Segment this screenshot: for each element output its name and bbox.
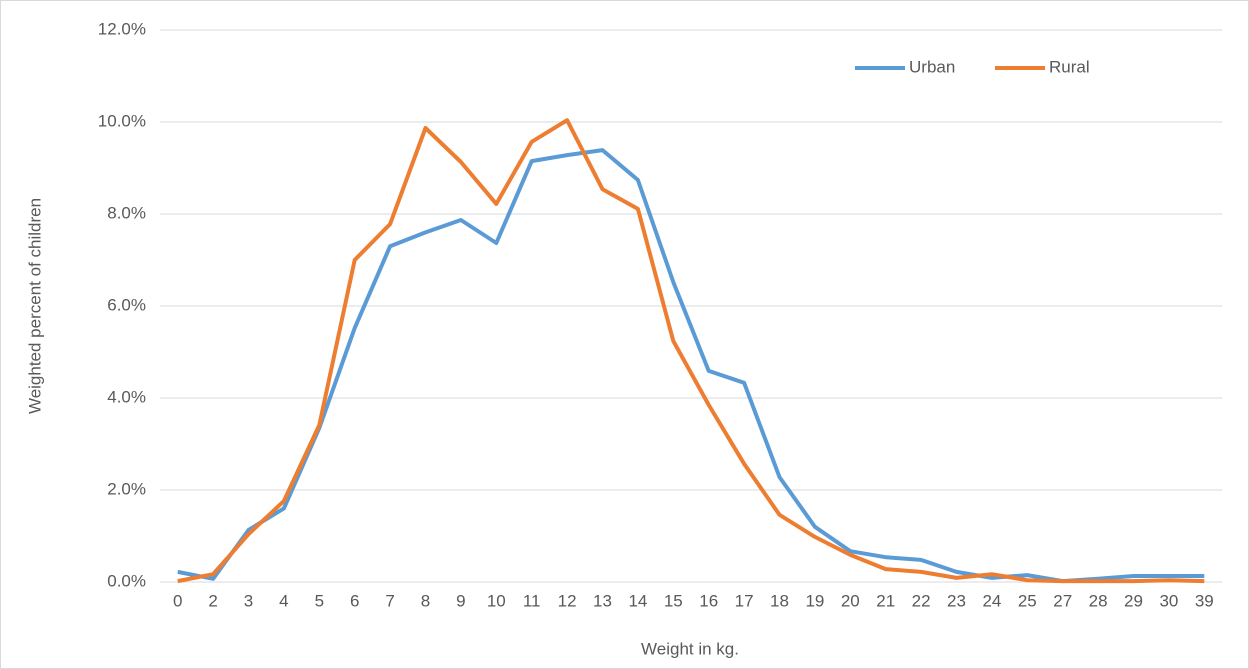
legend-label: Rural bbox=[1049, 57, 1090, 76]
x-tick-label: 22 bbox=[912, 591, 931, 610]
x-tick-label: 18 bbox=[770, 591, 789, 610]
x-tick-label: 16 bbox=[699, 591, 718, 610]
x-tick-label: 15 bbox=[664, 591, 683, 610]
x-tick-label: 12 bbox=[558, 591, 577, 610]
x-axis-label: Weight in kg. bbox=[641, 639, 739, 658]
series-line bbox=[177, 148, 1205, 584]
x-tick-label: 10 bbox=[487, 591, 506, 610]
y-tick-label: 10.0% bbox=[98, 111, 146, 130]
y-tick-label: 12.0% bbox=[98, 19, 146, 38]
y-tick-label: 4.0% bbox=[107, 387, 146, 406]
x-tick-label: 8 bbox=[421, 591, 430, 610]
y-tick-label: 6.0% bbox=[107, 295, 146, 314]
x-tick-label: 27 bbox=[1053, 591, 1072, 610]
x-tick-label: 0 bbox=[173, 591, 182, 610]
x-tick-label: 23 bbox=[947, 591, 966, 610]
x-tick-label: 2 bbox=[208, 591, 217, 610]
x-tick-label: 29 bbox=[1124, 591, 1143, 610]
series-line bbox=[177, 118, 1205, 584]
x-tick-label: 20 bbox=[841, 591, 860, 610]
x-tick-label: 4 bbox=[279, 591, 288, 610]
legend-label: Urban bbox=[909, 57, 955, 76]
y-axis-label: Weighted percent of children bbox=[25, 198, 44, 414]
x-tick-label: 30 bbox=[1159, 591, 1178, 610]
x-tick-label: 13 bbox=[593, 591, 612, 610]
x-tick-label: 24 bbox=[982, 591, 1001, 610]
x-tick-label: 11 bbox=[523, 591, 541, 610]
x-tick-label: 14 bbox=[628, 591, 647, 610]
x-tick-label: 39 bbox=[1195, 591, 1214, 610]
x-tick-label: 19 bbox=[805, 591, 824, 610]
x-tick-label: 21 bbox=[876, 591, 895, 610]
y-tick-label: 2.0% bbox=[107, 479, 146, 498]
x-tick-label: 17 bbox=[735, 591, 754, 610]
x-tick-label: 9 bbox=[456, 591, 465, 610]
x-tick-label: 6 bbox=[350, 591, 359, 610]
x-tick-label: 7 bbox=[385, 591, 394, 610]
y-tick-label: 8.0% bbox=[107, 203, 146, 222]
x-tick-label: 28 bbox=[1089, 591, 1108, 610]
x-tick-label: 5 bbox=[315, 591, 324, 610]
x-tick-label: 25 bbox=[1018, 591, 1037, 610]
y-tick-label: 0.0% bbox=[107, 571, 146, 590]
x-tick-label: 3 bbox=[244, 591, 253, 610]
